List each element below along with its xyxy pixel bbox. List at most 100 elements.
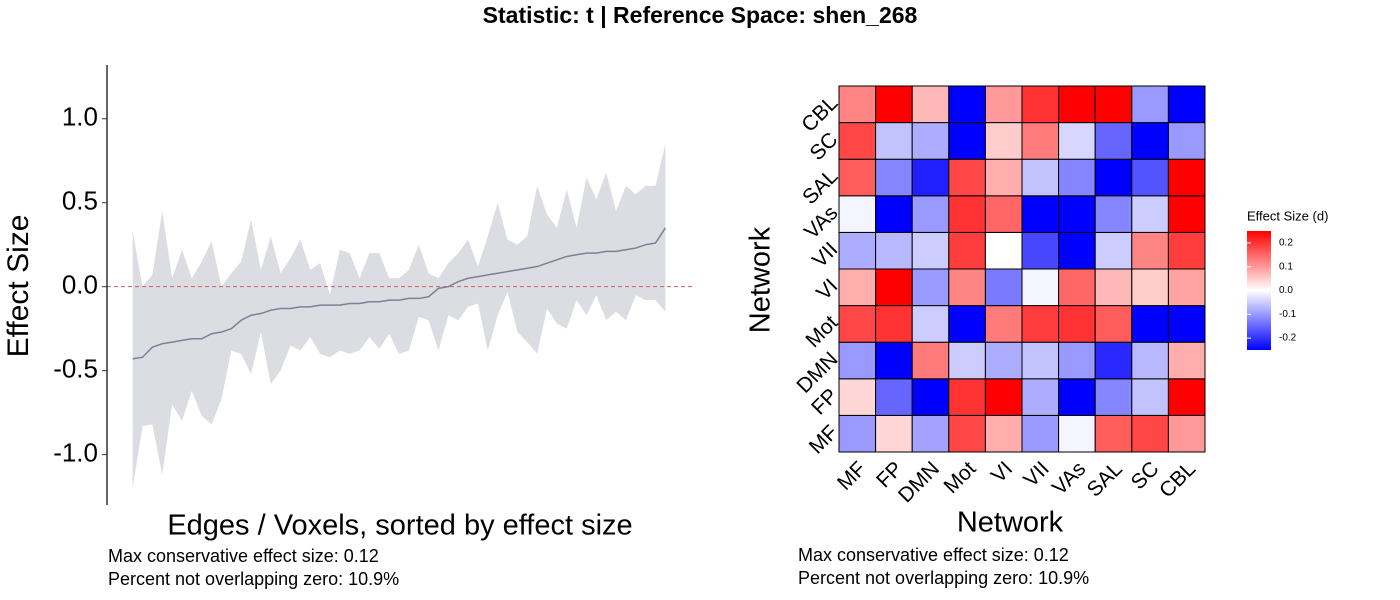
heatmap-cell: [1021, 122, 1060, 160]
heatmap-cell: [875, 268, 913, 307]
heatmap-cell: [1131, 268, 1169, 307]
x-tick-label: DMN: [894, 457, 944, 507]
note: Percent not overlapping zero: 10.9%: [108, 569, 399, 589]
heatmap-cell: [948, 341, 986, 380]
y-tick-label: -0.5: [53, 354, 98, 384]
heatmap-cell: [1058, 85, 1096, 124]
heatmap-cell: [875, 158, 913, 197]
heatmap-cell: [911, 378, 950, 416]
heatmap-cell: [1131, 341, 1169, 380]
heatmap-cell: [1094, 305, 1133, 343]
heatmap-cell: [984, 158, 1023, 197]
heatmap-cell: [1167, 414, 1206, 453]
colorbar-tick-label: -0.1: [1279, 309, 1297, 320]
heatmap-cell: [1167, 231, 1206, 270]
heatmap-cell: [948, 85, 986, 124]
y-axis-title: Effect Size: [2, 215, 35, 358]
y-tick-label: VI: [812, 274, 842, 304]
heatmap-cell: [948, 158, 986, 197]
x-tick-label: Mot: [940, 457, 981, 498]
heatmap-cell: [1167, 268, 1206, 307]
y-tick-label: DMN: [792, 348, 842, 398]
heatmap-cell: [1094, 85, 1133, 124]
y-tick-label: 1.0: [62, 102, 98, 132]
heatmap-cell: [911, 268, 950, 307]
y-axis-title: Network: [745, 226, 777, 333]
y-tick-label: Mot: [801, 311, 842, 352]
heatmap-cell: [875, 122, 913, 160]
heatmap-cell: [911, 122, 950, 160]
heatmap-cell: [1021, 158, 1060, 197]
heatmap-cell: [875, 414, 913, 453]
y-tick-label: -1.0: [53, 437, 98, 467]
heatmap-cell: [1094, 414, 1133, 453]
heatmap-cell: [875, 231, 913, 270]
heatmap-cell: [1131, 122, 1169, 160]
heatmap-cell: [1131, 305, 1169, 343]
heatmap-cell: [1094, 158, 1133, 197]
heatmap-cell: [1021, 195, 1060, 233]
colorbar-tick-label: 0.2: [1279, 238, 1293, 249]
heatmap-cell: [1058, 378, 1096, 416]
effect-line: [132, 227, 667, 360]
heatmap-cell: [911, 158, 950, 197]
heatmap-cell: [984, 305, 1023, 343]
y-tick-label: CBL: [797, 91, 842, 136]
y-tick-label: VII: [808, 238, 842, 272]
heatmap-cell: [948, 122, 986, 160]
heatmap-cell: [1131, 158, 1169, 197]
heatmap-cell: [984, 122, 1023, 160]
heatmap-cell: [948, 195, 986, 233]
x-tick-label: VII: [1019, 457, 1053, 491]
heatmap-cell: [1058, 231, 1096, 270]
heatmap-cell: [1021, 231, 1060, 270]
heatmap-cell: [1131, 414, 1169, 453]
colorbar-tick-label: -0.2: [1279, 333, 1297, 344]
heatmap-cell: [1021, 305, 1060, 343]
heatmap-cell: [1167, 305, 1206, 343]
heatmap-cell: [1167, 378, 1206, 416]
heatmap-cell: [1021, 341, 1060, 380]
heatmap-cell: [911, 195, 950, 233]
x-tick-label: VAs: [1048, 457, 1090, 499]
y-tick-label: SAL: [798, 165, 842, 209]
y-tick-label: VAs: [800, 201, 842, 243]
heatmap-cell: [875, 305, 913, 343]
x-tick-label: VI: [987, 457, 1017, 487]
heatmap-cell: [1058, 305, 1096, 343]
heatmap-cell: [1131, 378, 1169, 416]
heatmap-cell: [948, 305, 986, 343]
heatmap-cell: [984, 231, 1023, 270]
heatmap-cell: [911, 341, 950, 380]
y-tick-label: MF: [805, 421, 843, 459]
heatmap-cell: [838, 231, 877, 270]
heatmap-cell: [1094, 195, 1133, 233]
heatmap-cell: [838, 195, 877, 233]
heatmap-cell: [838, 341, 877, 380]
note: Percent not overlapping zero: 10.9%: [798, 568, 1089, 588]
heatmap-cell: [1167, 195, 1206, 233]
heatmap-cell: [1167, 85, 1206, 124]
heatmap-cell: [948, 414, 986, 453]
heatmap-cell: [1167, 158, 1206, 197]
heatmap-cell: [1058, 195, 1096, 233]
heatmap-cell: [1021, 378, 1060, 416]
heatmap-cell: [1058, 268, 1096, 307]
heatmap-cell: [1167, 341, 1206, 380]
y-tick-label: 0.0: [62, 270, 98, 300]
heatmap-cell: [1131, 231, 1169, 270]
heatmap-cell: [1058, 158, 1096, 197]
heatmap-cell: [911, 85, 950, 124]
note: Max conservative effect size: 0.12: [108, 546, 379, 566]
colorbar-title: Effect Size (d): [1247, 208, 1328, 223]
heatmap-cell: [1094, 231, 1133, 270]
heatmap-cell: [911, 305, 950, 343]
heatmap-cell: [984, 195, 1023, 233]
heatmap-cell: [1058, 341, 1096, 380]
heatmap-cell: [1058, 414, 1096, 453]
heatmap-cell: [911, 231, 950, 270]
heatmap-cell: [1021, 268, 1060, 307]
heatmap-cell: [1094, 378, 1133, 416]
colorbar-tick-label: 0.0: [1279, 285, 1293, 296]
